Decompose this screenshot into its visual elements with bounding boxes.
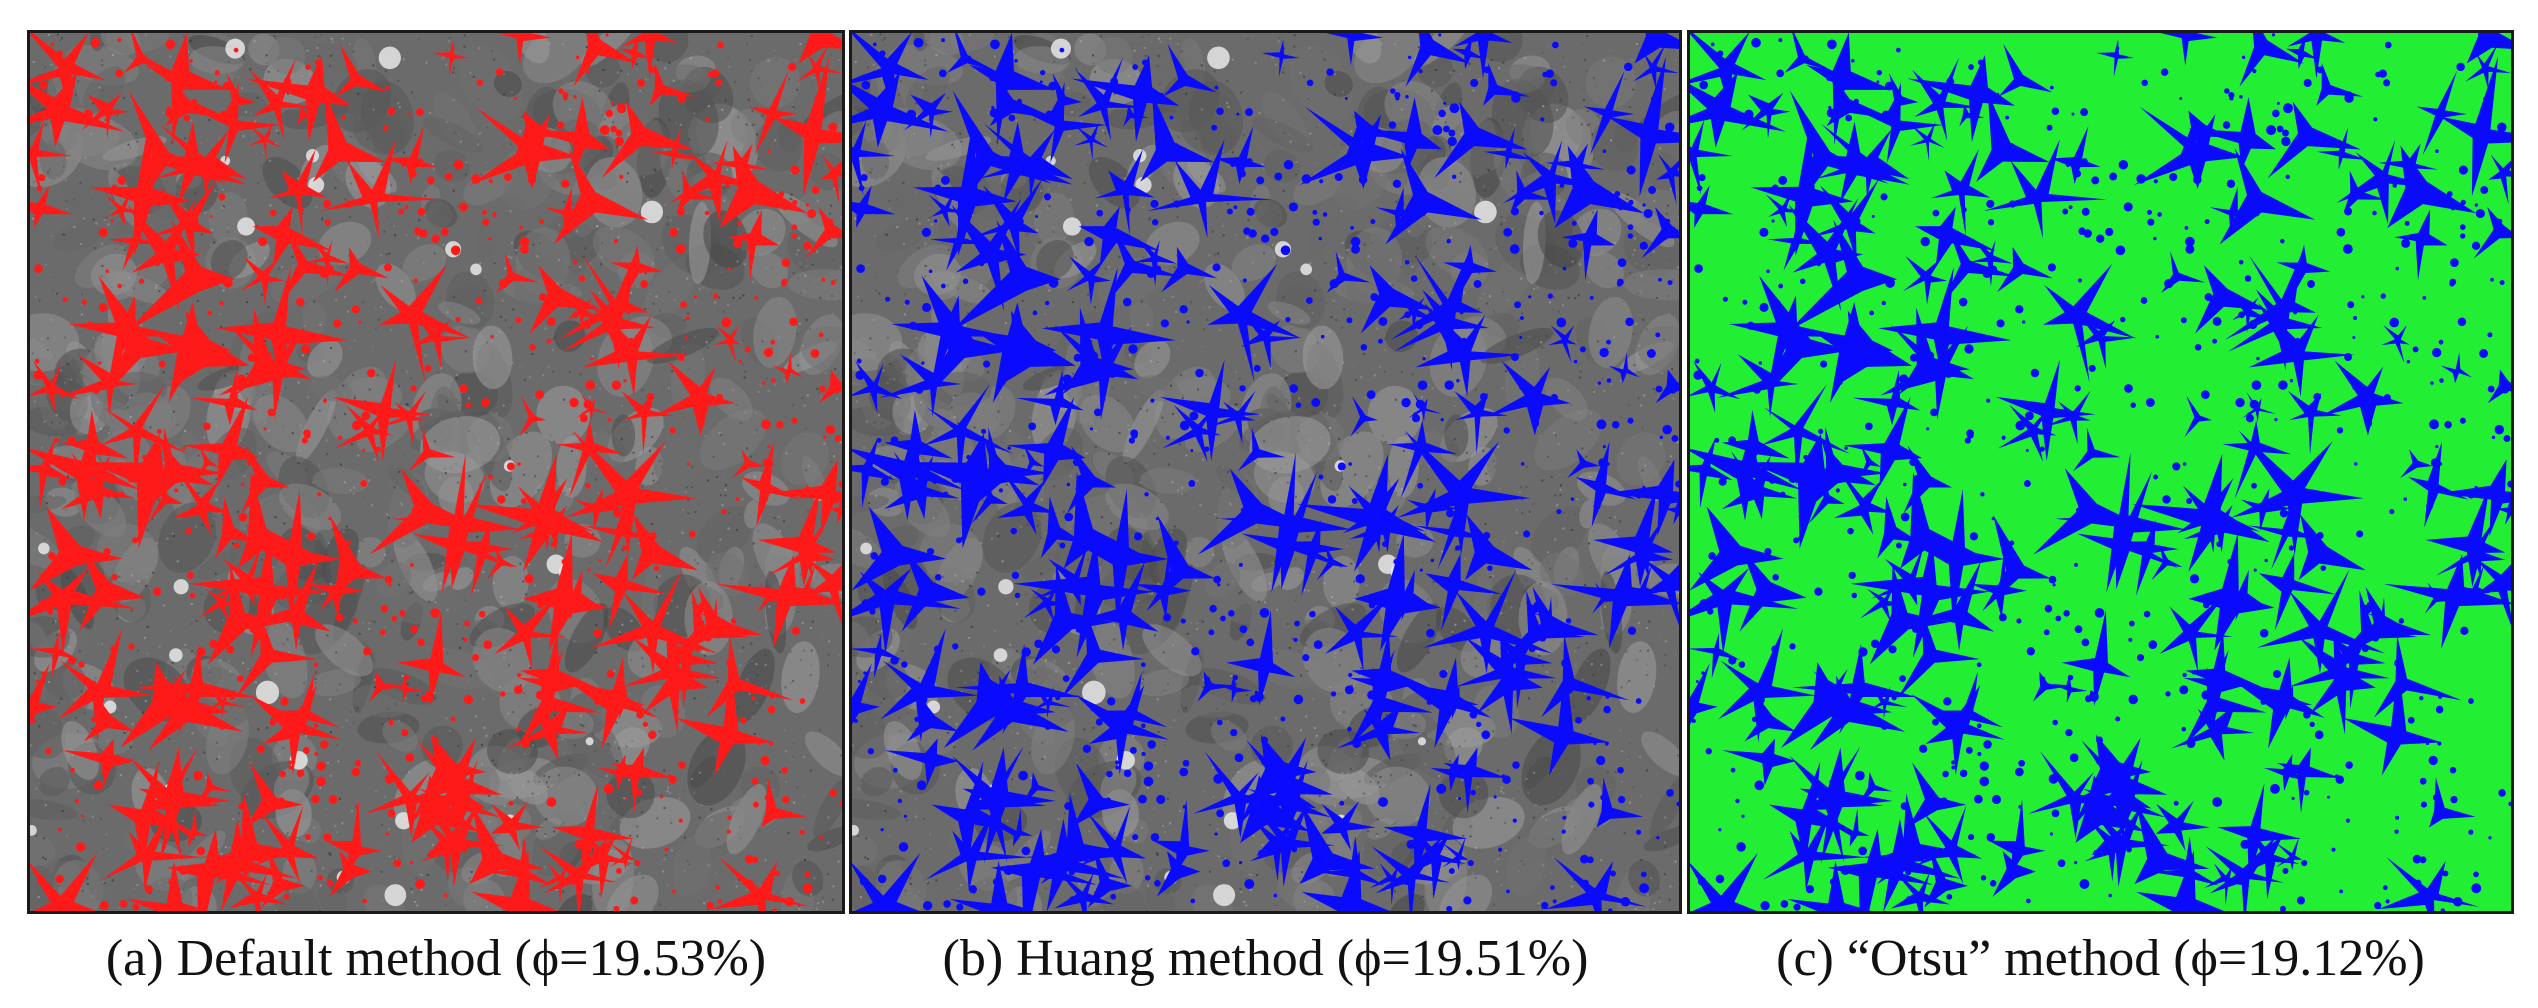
panel-c-otsu-segmentation <box>1687 30 2514 914</box>
segmentation-image-b <box>852 33 1679 911</box>
segmentation-image-a <box>30 33 842 911</box>
panel-a-default-segmentation <box>27 30 845 914</box>
pore-space <box>30 33 842 911</box>
pore-space <box>852 33 1679 911</box>
caption-a: (a) Default method (ϕ=19.53%) <box>105 930 767 987</box>
caption-b: (b) Huang method (ϕ=19.51%) <box>942 930 1589 987</box>
caption-c: (c) “Otsu” method (ϕ=19.12%) <box>1776 930 2425 987</box>
segmentation-image-c <box>1690 33 2511 911</box>
pore-space <box>1690 33 2511 911</box>
panel-b-huang-segmentation <box>849 30 1682 914</box>
